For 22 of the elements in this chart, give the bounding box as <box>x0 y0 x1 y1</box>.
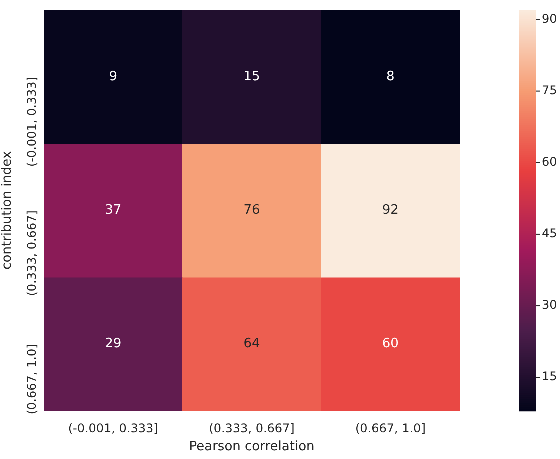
data-label: 29 <box>105 336 122 352</box>
y-tick-label: (-0.001, 0.333] <box>25 77 40 168</box>
data-label: 92 <box>382 202 399 218</box>
y-axis-title: contribution index <box>0 151 16 270</box>
color-bar-label: 30 <box>542 298 558 312</box>
color-bar-label: 45 <box>542 226 558 241</box>
data-label: 37 <box>105 202 122 218</box>
y-tick-label: (0.333, 0.667] <box>25 210 40 296</box>
data-label: 64 <box>244 336 260 352</box>
color-bar-label: 90 <box>542 12 558 26</box>
x-tick-label: (0.667, 1.0] <box>355 421 426 436</box>
data-label: 8 <box>386 69 395 84</box>
color-bar-label: 75 <box>542 83 558 98</box>
data-label: 60 <box>382 336 399 352</box>
color-bar-label: 60 <box>542 155 558 170</box>
x-tick-label: (-0.001, 0.333] <box>68 421 158 436</box>
data-label: 76 <box>244 202 260 218</box>
data-label: 9 <box>109 69 118 84</box>
color-bar-label: 15 <box>542 370 558 384</box>
x-tick-label: (0.333, 0.667] <box>209 421 295 436</box>
data-label: 15 <box>244 69 260 84</box>
x-axis-title: Pearson correlation <box>189 440 315 455</box>
